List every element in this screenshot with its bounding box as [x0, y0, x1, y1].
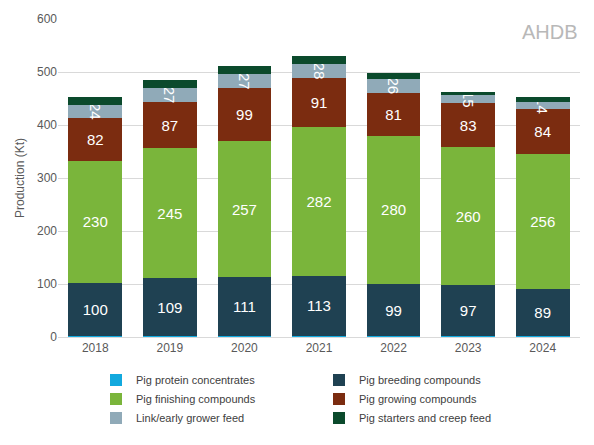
- svg-text:257: 257: [232, 201, 257, 218]
- svg-text:99: 99: [236, 106, 253, 123]
- svg-text:27: 27: [161, 87, 178, 104]
- svg-text:82: 82: [87, 131, 104, 148]
- svg-text:AHDB: AHDB: [522, 21, 578, 43]
- svg-text:2023: 2023: [455, 341, 482, 355]
- svg-text:Production (Kt): Production (Kt): [13, 138, 27, 218]
- svg-text:24: 24: [87, 103, 104, 120]
- svg-text:Pig finishing compounds: Pig finishing compounds: [136, 393, 256, 405]
- svg-text:89: 89: [534, 304, 551, 321]
- svg-text:Pig starters and creep feed: Pig starters and creep feed: [359, 412, 491, 424]
- svg-text:400: 400: [37, 118, 57, 132]
- svg-text:200: 200: [37, 224, 57, 238]
- svg-text:113: 113: [307, 297, 331, 314]
- svg-text:Pig breeding compounds: Pig breeding compounds: [359, 374, 481, 386]
- svg-text:260: 260: [456, 208, 481, 225]
- svg-text:27: 27: [236, 73, 253, 90]
- svg-text:Pig growing compounds: Pig growing compounds: [359, 393, 477, 405]
- svg-text:15: 15: [460, 91, 477, 108]
- svg-text:300: 300: [37, 171, 57, 185]
- svg-text:230: 230: [83, 213, 108, 230]
- svg-text:600: 600: [37, 12, 57, 26]
- svg-text:Pig protein concentrates: Pig protein concentrates: [136, 374, 255, 386]
- svg-text:14: 14: [534, 97, 551, 114]
- svg-text:280: 280: [381, 201, 406, 218]
- svg-text:2024: 2024: [529, 341, 556, 355]
- svg-text:2018: 2018: [82, 341, 109, 355]
- svg-text:282: 282: [306, 193, 331, 210]
- svg-text:111: 111: [233, 298, 256, 315]
- svg-text:100: 100: [83, 301, 108, 318]
- svg-text:Link/early grower feed: Link/early grower feed: [136, 412, 244, 424]
- svg-text:99: 99: [385, 302, 402, 319]
- svg-text:245: 245: [157, 205, 182, 222]
- svg-text:87: 87: [162, 117, 179, 134]
- svg-text:83: 83: [460, 117, 477, 134]
- svg-text:2020: 2020: [231, 341, 258, 355]
- svg-text:28: 28: [311, 63, 328, 80]
- svg-text:500: 500: [37, 65, 57, 79]
- svg-text:26: 26: [385, 77, 402, 94]
- svg-text:91: 91: [311, 94, 328, 111]
- svg-text:81: 81: [385, 106, 402, 123]
- svg-text:256: 256: [530, 213, 555, 230]
- svg-text:2019: 2019: [157, 341, 184, 355]
- svg-text:84: 84: [534, 123, 551, 140]
- svg-text:100: 100: [37, 277, 57, 291]
- svg-text:2021: 2021: [306, 341, 333, 355]
- svg-text:0: 0: [50, 330, 57, 344]
- svg-text:2022: 2022: [380, 341, 407, 355]
- svg-text:109: 109: [157, 299, 182, 316]
- svg-text:97: 97: [460, 302, 477, 319]
